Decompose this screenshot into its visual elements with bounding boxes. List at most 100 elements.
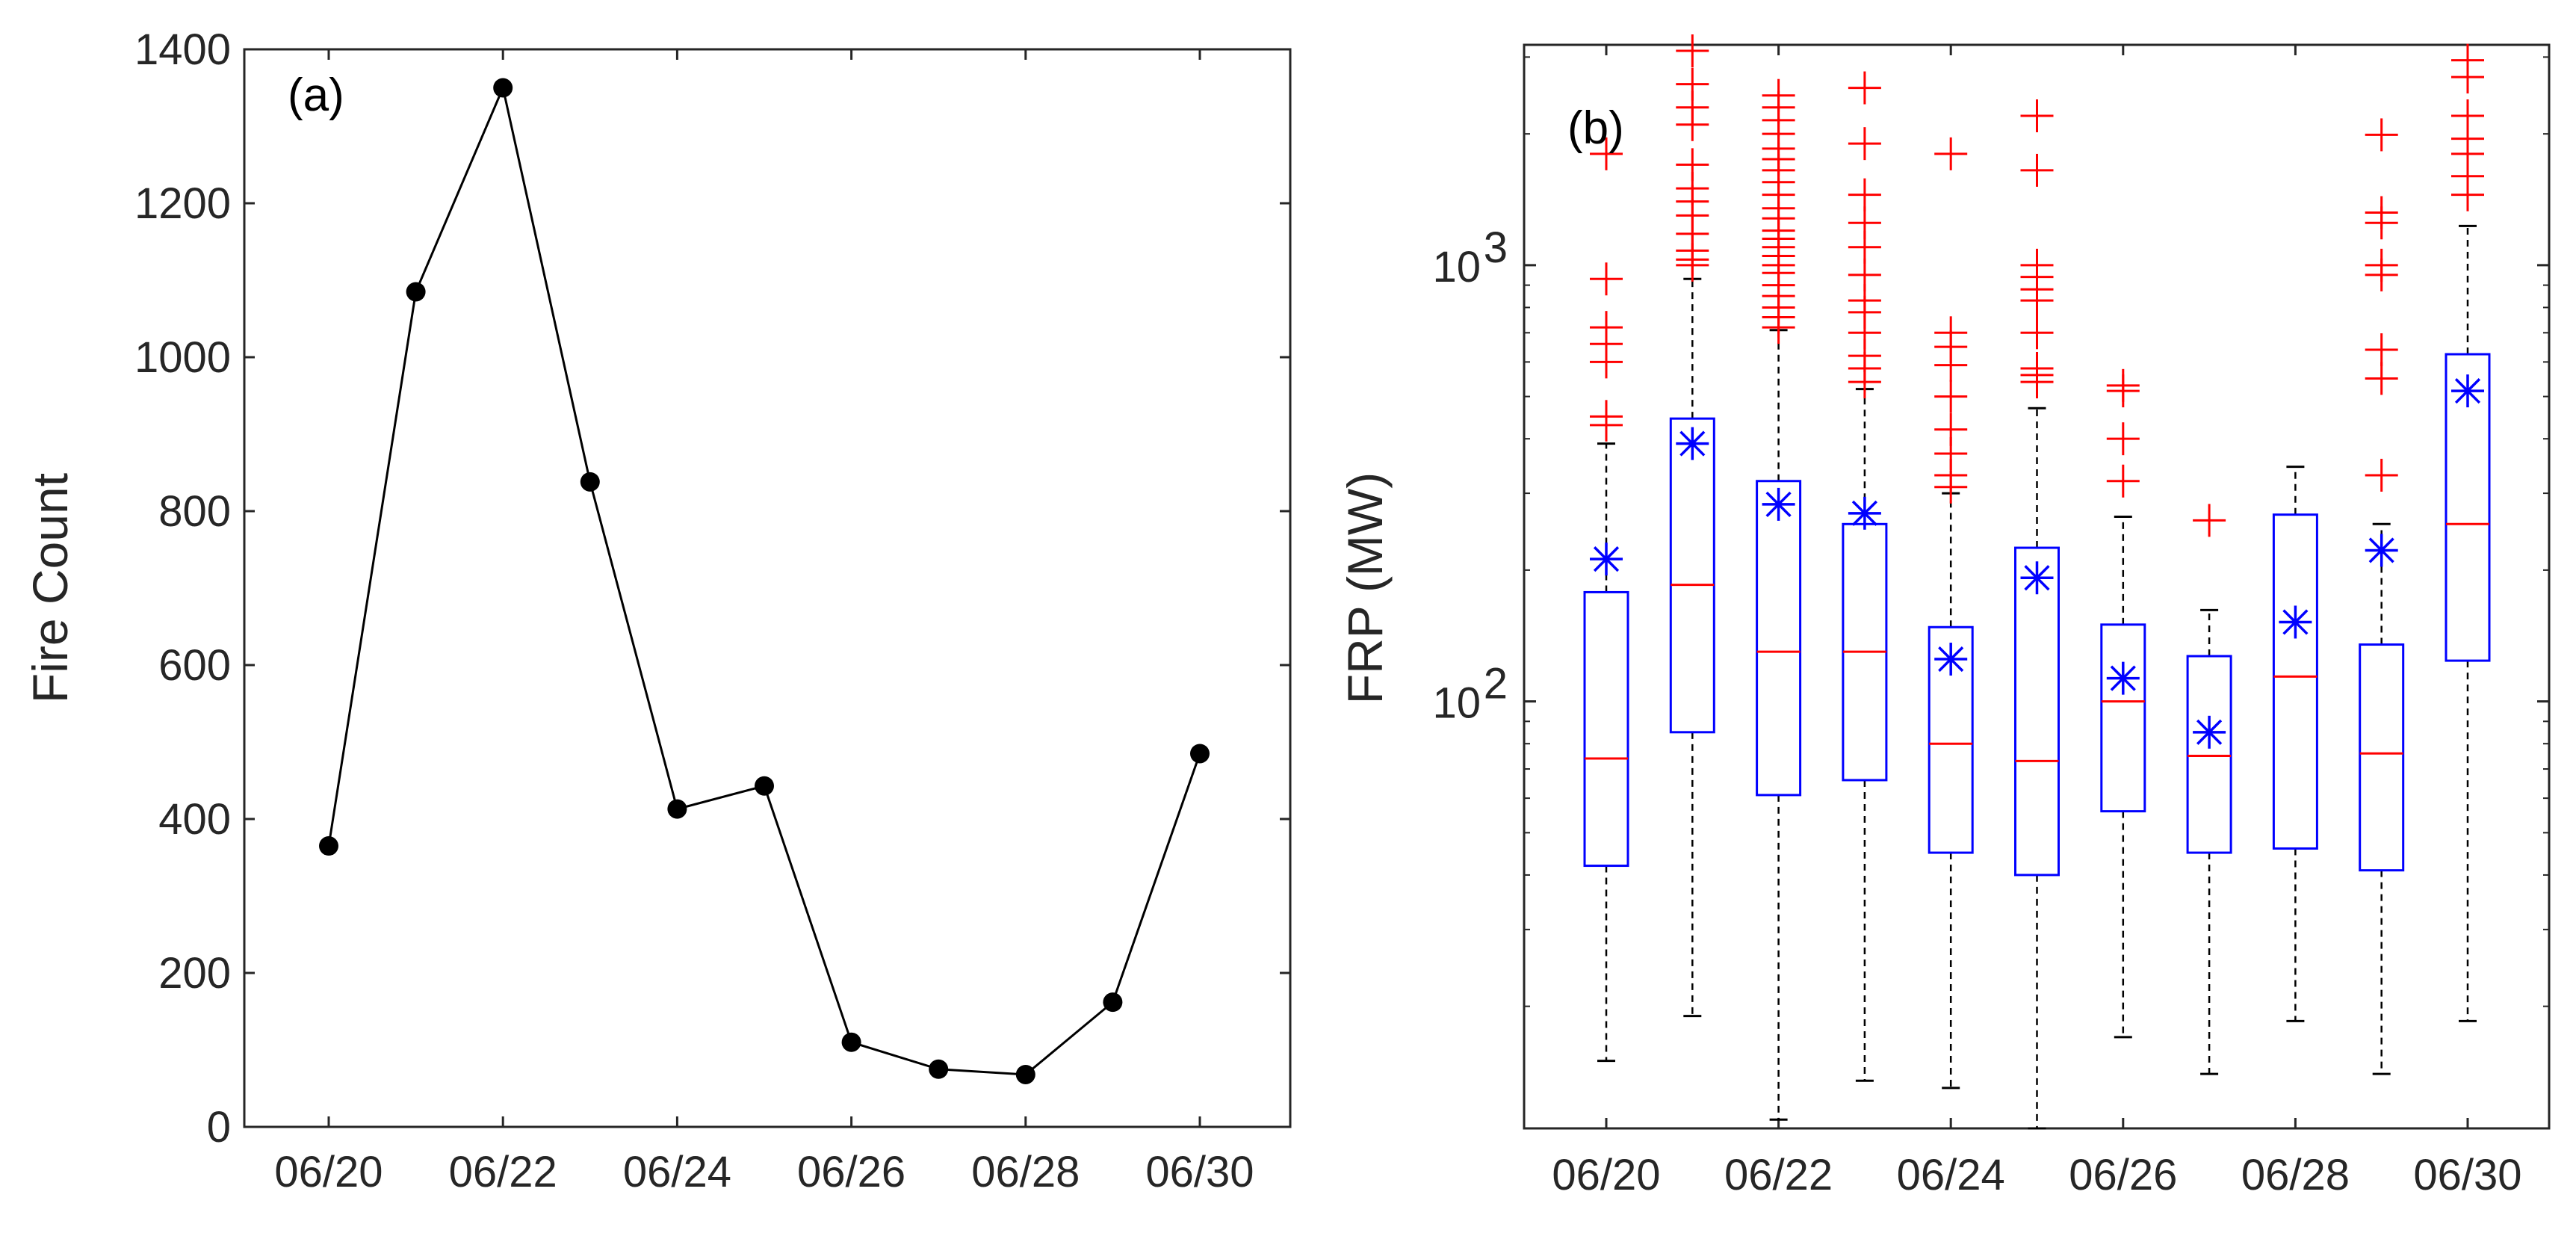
outlier-marker: [1934, 380, 1968, 413]
mean-marker: [1934, 643, 1968, 676]
iqr-box: [1669, 417, 1715, 734]
data-point: [841, 1032, 861, 1052]
outlier-marker: [1848, 178, 1881, 211]
outlier-marker: [1590, 137, 1623, 170]
panel-b-x-axis: 06/20 06/22 06/24 06/26 06/28 06/30: [1552, 45, 2522, 1199]
mean-stroke: [2454, 378, 2481, 404]
panel-a-label: (a): [288, 69, 344, 121]
mean-stroke: [1679, 430, 1706, 457]
x-tick-label: 06/30: [1145, 1148, 1254, 1196]
data-point: [319, 836, 338, 856]
outlier-marker: [1934, 137, 1968, 170]
outlier-marker: [2020, 248, 2054, 282]
iqr-box: [1756, 480, 1802, 797]
y-tick-label: 200: [158, 949, 231, 998]
box-06-27: [2186, 504, 2232, 1075]
outlier-marker: [2106, 422, 2140, 456]
iqr-box: [2359, 643, 2405, 872]
data-point: [1190, 744, 1210, 764]
iqr-box: [2445, 353, 2491, 662]
outlier-marker: [1934, 412, 1968, 446]
mean-stroke: [1851, 500, 1877, 526]
x-tick-label: 06/26: [2069, 1151, 2177, 1199]
data-point: [929, 1059, 949, 1079]
outlier-marker: [2365, 248, 2398, 282]
outlier-marker: [1590, 400, 1623, 433]
y-tick-label: 600: [158, 641, 231, 690]
y-tick-label: 800: [158, 487, 231, 536]
y-tick-label: 400: [158, 795, 231, 844]
mean-marker: [2106, 661, 2140, 695]
mean-marker: [1676, 427, 1709, 460]
panel-b-y-axis-label: FRP (MW): [1337, 472, 1393, 704]
outlier-marker: [2106, 368, 2140, 402]
mean-stroke: [1593, 546, 1620, 572]
outlier-marker: [1676, 34, 1709, 68]
y-tick-label-exponent: 3: [1484, 223, 1508, 272]
box-06-26: [2100, 368, 2146, 1039]
x-tick-label: 06/24: [1897, 1151, 2005, 1199]
outlier-marker: [2106, 464, 2140, 498]
outlier-marker: [2365, 333, 2398, 367]
outlier-marker: [2020, 153, 2054, 187]
mean-marker: [1590, 543, 1623, 576]
outlier-marker: [1848, 71, 1881, 105]
data-point: [1103, 992, 1123, 1013]
panel-a-plot-area: [243, 48, 1292, 1128]
y-tick-label-exponent: 2: [1484, 660, 1508, 708]
data-point: [667, 799, 687, 819]
data-point: [493, 78, 513, 98]
outlier-marker: [2365, 118, 2398, 152]
panel-a-series: [319, 78, 1210, 1084]
mean-stroke: [2368, 537, 2394, 563]
iqr-box: [2186, 655, 2232, 854]
box-06-28: [2272, 466, 2318, 1022]
outlier-marker: [1934, 316, 1968, 350]
outlier-marker: [2020, 351, 2054, 385]
mean-stroke: [2110, 665, 2136, 691]
outlier-marker: [1590, 262, 1623, 296]
x-tick-label: 06/22: [449, 1148, 557, 1196]
mean-stroke: [2282, 609, 2309, 635]
panel-a-x-axis: 06/20 06/22 06/24 06/26 06/28 06/30: [274, 49, 1254, 1196]
x-tick-label: 06/22: [1724, 1151, 1833, 1199]
mean-marker: [2020, 561, 2054, 595]
box-06-21: [1669, 34, 1715, 1018]
box-06-23: [1842, 71, 1888, 1082]
y-tick-label: 0: [207, 1103, 231, 1152]
x-tick-label: 06/20: [1552, 1151, 1660, 1199]
mean-stroke: [2024, 565, 2050, 591]
y-tick-label: 10: [1432, 679, 1481, 728]
outlier-marker: [1676, 148, 1709, 182]
x-tick-label: 06/26: [797, 1148, 905, 1196]
outlier-marker: [2020, 99, 2054, 132]
x-tick-label: 06/20: [274, 1148, 383, 1196]
box-06-20: [1583, 137, 1629, 1063]
box-06-29: [2359, 118, 2405, 1075]
outlier-marker: [1590, 311, 1623, 344]
iqr-box: [2014, 546, 2060, 877]
outlier-marker: [1848, 258, 1881, 291]
outlier-marker: [2365, 196, 2398, 229]
panel-b-boxes: [1583, 34, 2491, 1130]
box-06-24: [1928, 137, 1974, 1090]
y-tick-label: 1200: [134, 179, 231, 228]
panel-b-label: (b): [1567, 102, 1624, 154]
outlier-marker: [1676, 67, 1709, 101]
outlier-marker: [1848, 127, 1881, 161]
mean-stroke: [2196, 719, 2223, 745]
x-tick-label: 06/24: [623, 1148, 731, 1196]
outlier-marker: [2451, 99, 2484, 132]
y-tick-label: 1400: [134, 25, 231, 74]
iqr-box: [2100, 623, 2146, 813]
mean-marker: [2451, 374, 2484, 408]
panel-a-y-axis: 0 200 400 600 800 1000 1200 1400: [134, 25, 1290, 1152]
iqr-box: [1583, 590, 1629, 868]
mean-stroke: [1765, 491, 1792, 517]
iqr-box: [1928, 625, 1974, 854]
outlier-marker: [1848, 206, 1881, 240]
mean-marker: [1848, 496, 1881, 530]
